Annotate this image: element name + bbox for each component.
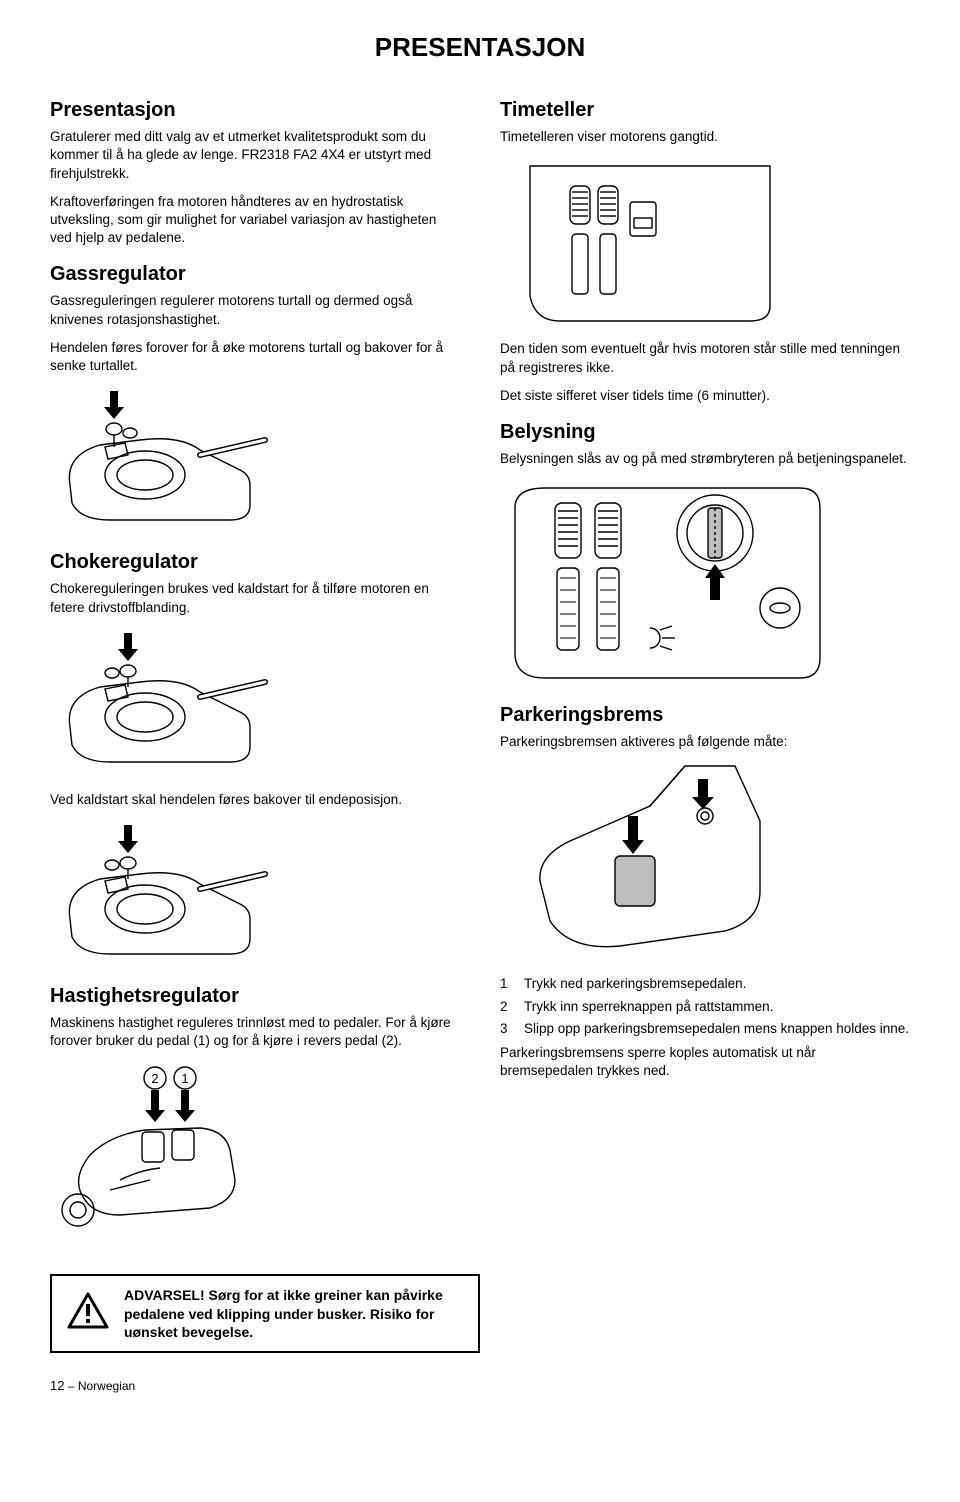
footer-sep: – [64, 1379, 77, 1393]
page-title: PRESENTASJON [50, 30, 910, 65]
illustration-parking-brake [500, 761, 910, 961]
illustration-choke-lever-1 [50, 627, 460, 777]
gassregulator-p1: Gassreguleringen regulerer motorens turt… [50, 292, 460, 328]
two-column-layout: Presentasjon Gratulerer med ditt valg av… [50, 83, 910, 1244]
chokeregulator-p2: Ved kaldstart skal hendelen føres bakove… [50, 791, 460, 809]
hastighet-p1: Maskinens hastighet reguleres trinnløst … [50, 1014, 460, 1050]
timeteller-p3: Det siste sifferet viser tidels time (6 … [500, 387, 910, 405]
belysning-p1: Belysningen slås av og på med strømbryte… [500, 450, 910, 468]
step-1: 1Trykk ned parkeringsbremsepedalen. [500, 975, 910, 993]
heading-timeteller: Timeteller [500, 97, 910, 124]
parkbrems-steps: 1Trykk ned parkeringsbremsepedalen. 2Try… [500, 975, 910, 1038]
illustration-pedals: 2 1 [50, 1060, 460, 1230]
heading-belysning: Belysning [500, 419, 910, 446]
illustration-hour-meter [500, 156, 910, 326]
warning-box: ADVARSEL! Sørg for at ikke greiner kan p… [50, 1274, 480, 1353]
illustration-throttle-lever [50, 385, 460, 535]
presentasjon-p2: Kraftoverføringen fra motoren håndteres … [50, 193, 460, 248]
heading-chokeregulator: Chokeregulator [50, 549, 460, 576]
heading-gassregulator: Gassregulator [50, 261, 460, 288]
warning-triangle-icon [66, 1291, 110, 1336]
timeteller-p2: Den tiden som eventuelt går hvis motoren… [500, 340, 910, 376]
gassregulator-p2: Hendelen føres forover for å øke motoren… [50, 339, 460, 375]
presentasjon-p1: Gratulerer med ditt valg av et utmerket … [50, 128, 460, 183]
left-column: Presentasjon Gratulerer med ditt valg av… [50, 83, 460, 1244]
heading-presentasjon: Presentasjon [50, 97, 460, 124]
heading-hastighetsregulator: Hastighetsregulator [50, 983, 460, 1010]
pedal-label-1: 1 [181, 1071, 188, 1086]
parkbrems-p2: Parkeringsbremsens sperre koples automat… [500, 1044, 910, 1080]
footer-lang: Norwegian [78, 1379, 135, 1393]
illustration-choke-lever-2 [50, 819, 460, 969]
step-3: 3Slipp opp parkeringsbremsepedalen mens … [500, 1020, 910, 1038]
illustration-light-switch [500, 478, 910, 688]
warning-text: ADVARSEL! Sørg for at ikke greiner kan p… [124, 1286, 464, 1341]
step-2: 2Trykk inn sperreknappen på rattstammen. [500, 998, 910, 1016]
page-footer: 12 – Norwegian [50, 1377, 910, 1395]
timeteller-p1: Timetelleren viser motorens gangtid. [500, 128, 910, 146]
heading-parkeringsbrems: Parkeringsbrems [500, 702, 910, 729]
chokeregulator-p1: Chokereguleringen brukes ved kaldstart f… [50, 580, 460, 616]
parkbrems-p1: Parkeringsbremsen aktiveres på følgende … [500, 733, 910, 751]
right-column: Timeteller Timetelleren viser motorens g… [500, 83, 910, 1244]
pedal-label-2: 2 [151, 1071, 158, 1086]
page-number: 12 [50, 1378, 64, 1393]
